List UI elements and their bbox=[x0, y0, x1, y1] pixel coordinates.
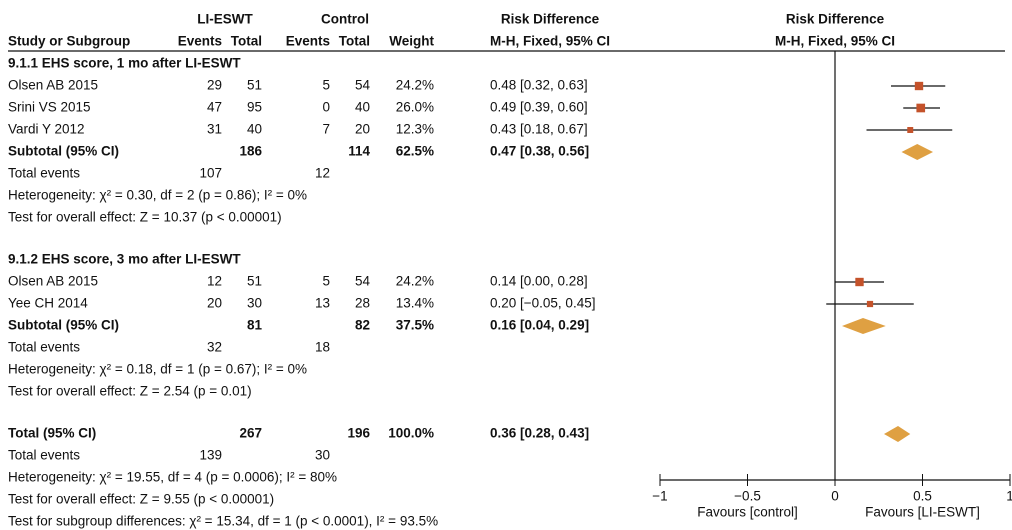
table-cell: 9.1.1 EHS score, 1 mo after LI-ESWT bbox=[8, 56, 241, 71]
table-cell: 30 bbox=[247, 296, 262, 311]
table-cell: 186 bbox=[239, 144, 262, 159]
table-cell: 29 bbox=[207, 78, 222, 93]
table-cell: Subtotal (95% CI) bbox=[8, 318, 119, 333]
x-tick-label: −1 bbox=[652, 489, 667, 504]
table-cell: Vardi Y 2012 bbox=[8, 122, 85, 137]
table-cell: 47 bbox=[207, 100, 222, 115]
table-cell: 0.48 [0.32, 0.63] bbox=[490, 78, 588, 93]
table-cell: 54 bbox=[355, 78, 371, 93]
table-cell: 20 bbox=[207, 296, 222, 311]
table-cell: Total events bbox=[8, 166, 80, 181]
plot-subtitle: M-H, Fixed, 95% CI bbox=[775, 34, 895, 49]
table-cell: 0.20 [−0.05, 0.45] bbox=[490, 296, 595, 311]
study-square bbox=[866, 300, 874, 308]
table-cell: 5 bbox=[322, 78, 330, 93]
column-header: Total bbox=[231, 34, 262, 49]
table-cell: Total events bbox=[8, 448, 80, 463]
table-cell: 95 bbox=[247, 100, 262, 115]
table-cell: 0.47 [0.38, 0.56] bbox=[490, 144, 589, 159]
table-cell: 30 bbox=[315, 448, 330, 463]
group-header: LI-ESWT bbox=[197, 12, 253, 27]
table-cell: 0.43 [0.18, 0.67] bbox=[490, 122, 588, 137]
table-cell: 28 bbox=[355, 296, 370, 311]
table-cell: 12 bbox=[315, 166, 330, 181]
table-cell: 54 bbox=[355, 274, 371, 289]
x-tick-label: 1 bbox=[1006, 489, 1012, 504]
table-cell: 13 bbox=[315, 296, 330, 311]
table-cell: 31 bbox=[207, 122, 222, 137]
table-cell: 5 bbox=[322, 274, 330, 289]
study-square bbox=[855, 277, 864, 287]
table-cell: 7 bbox=[322, 122, 330, 137]
note-text: Test for overall effect: Z = 9.55 (p < 0… bbox=[8, 492, 274, 507]
table-cell: 114 bbox=[348, 144, 370, 159]
pooled-diamond bbox=[901, 144, 933, 160]
table-cell: 82 bbox=[355, 318, 370, 333]
table-cell: 62.5% bbox=[396, 144, 434, 159]
group-header: Control bbox=[321, 12, 369, 27]
table-cell: 51 bbox=[247, 78, 262, 93]
table-cell: Total (95% CI) bbox=[8, 426, 96, 441]
table-cell: 0.49 [0.39, 0.60] bbox=[490, 100, 588, 115]
table-cell: Olsen AB 2015 bbox=[8, 78, 98, 93]
x-tick-label: 0.5 bbox=[913, 489, 932, 504]
table-cell: 9.1.2 EHS score, 3 mo after LI-ESWT bbox=[8, 252, 241, 267]
note-text: Heterogeneity: χ² = 19.55, df = 4 (p = 0… bbox=[8, 470, 337, 485]
study-square bbox=[914, 81, 924, 91]
table-cell: Total events bbox=[8, 340, 80, 355]
pooled-diamond bbox=[842, 318, 886, 334]
table-cell: 139 bbox=[199, 448, 222, 463]
note-text: Heterogeneity: χ² = 0.30, df = 2 (p = 0.… bbox=[8, 188, 307, 203]
column-header: Events bbox=[178, 34, 222, 49]
table-cell: Yee CH 2014 bbox=[8, 296, 88, 311]
column-header: Weight bbox=[389, 34, 434, 49]
x-tick-label: −0.5 bbox=[734, 489, 761, 504]
column-header: Risk Difference bbox=[501, 12, 600, 27]
table-cell: 12.3% bbox=[396, 122, 434, 137]
table-cell: 196 bbox=[347, 426, 370, 441]
table-cell: 13.4% bbox=[396, 296, 434, 311]
table-cell: 26.0% bbox=[396, 100, 434, 115]
table-cell: 40 bbox=[247, 122, 262, 137]
note-text: Test for subgroup differences: χ² = 15.3… bbox=[8, 514, 438, 529]
column-header: Total bbox=[339, 34, 370, 49]
table-cell: Srini VS 2015 bbox=[8, 100, 91, 115]
note-text: Test for overall effect: Z = 10.37 (p < … bbox=[8, 210, 282, 225]
table-cell: 24.2% bbox=[396, 274, 434, 289]
study-square bbox=[916, 103, 926, 113]
column-header: M-H, Fixed, 95% CI bbox=[490, 34, 610, 49]
note-text: Heterogeneity: χ² = 0.18, df = 1 (p = 0.… bbox=[8, 362, 307, 377]
table-cell: 12 bbox=[207, 274, 222, 289]
x-tick-label: 0 bbox=[831, 489, 839, 504]
x-label: Favours [control] bbox=[697, 505, 798, 520]
table-cell: 40 bbox=[355, 100, 370, 115]
table-cell: Olsen AB 2015 bbox=[8, 274, 98, 289]
table-cell: 20 bbox=[355, 122, 370, 137]
table-cell: 100.0% bbox=[388, 426, 434, 441]
table-cell: 267 bbox=[239, 426, 262, 441]
table-cell: 0.36 [0.28, 0.43] bbox=[490, 426, 589, 441]
table-cell: 107 bbox=[199, 166, 222, 181]
note-text: Test for overall effect: Z = 2.54 (p = 0… bbox=[8, 384, 252, 399]
table-cell: 32 bbox=[207, 340, 222, 355]
table-cell: 51 bbox=[247, 274, 262, 289]
column-header: Study or Subgroup bbox=[8, 34, 130, 49]
plot-title: Risk Difference bbox=[786, 12, 885, 27]
table-cell: 24.2% bbox=[396, 78, 434, 93]
table-cell: 37.5% bbox=[396, 318, 434, 333]
table-cell: Subtotal (95% CI) bbox=[8, 144, 119, 159]
study-square bbox=[907, 127, 914, 133]
table-cell: 0.14 [0.00, 0.28] bbox=[490, 274, 588, 289]
column-header: Events bbox=[286, 34, 330, 49]
table-cell: 81 bbox=[247, 318, 263, 333]
table-cell: 0.16 [0.04, 0.29] bbox=[490, 318, 589, 333]
table-cell: 18 bbox=[315, 340, 330, 355]
pooled-diamond bbox=[884, 426, 911, 442]
x-label: Favours [LI-ESWT] bbox=[865, 505, 980, 520]
table-cell: 0 bbox=[322, 100, 330, 115]
